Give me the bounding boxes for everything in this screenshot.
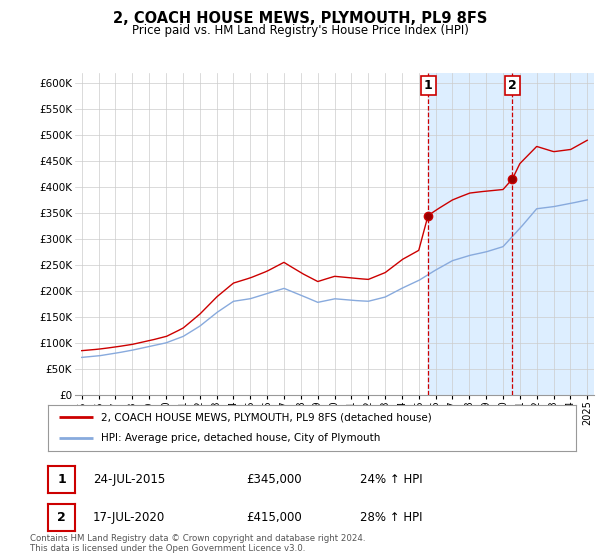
Text: 24-JUL-2015: 24-JUL-2015	[93, 473, 165, 486]
Text: 17-JUL-2020: 17-JUL-2020	[93, 511, 165, 524]
Text: 2: 2	[57, 511, 66, 524]
Text: 2, COACH HOUSE MEWS, PLYMOUTH, PL9 8FS: 2, COACH HOUSE MEWS, PLYMOUTH, PL9 8FS	[113, 11, 487, 26]
Text: 28% ↑ HPI: 28% ↑ HPI	[360, 511, 422, 524]
Text: 2, COACH HOUSE MEWS, PLYMOUTH, PL9 8FS (detached house): 2, COACH HOUSE MEWS, PLYMOUTH, PL9 8FS (…	[101, 412, 431, 422]
Text: HPI: Average price, detached house, City of Plymouth: HPI: Average price, detached house, City…	[101, 433, 380, 444]
Text: 1: 1	[57, 473, 66, 486]
Text: Price paid vs. HM Land Registry's House Price Index (HPI): Price paid vs. HM Land Registry's House …	[131, 24, 469, 36]
Text: £345,000: £345,000	[246, 473, 302, 486]
Text: Contains HM Land Registry data © Crown copyright and database right 2024.
This d: Contains HM Land Registry data © Crown c…	[30, 534, 365, 553]
Bar	[428, 73, 594, 395]
Text: 24% ↑ HPI: 24% ↑ HPI	[360, 473, 422, 486]
Text: 1: 1	[424, 80, 433, 92]
Text: 2: 2	[508, 80, 517, 92]
Text: £415,000: £415,000	[246, 511, 302, 524]
